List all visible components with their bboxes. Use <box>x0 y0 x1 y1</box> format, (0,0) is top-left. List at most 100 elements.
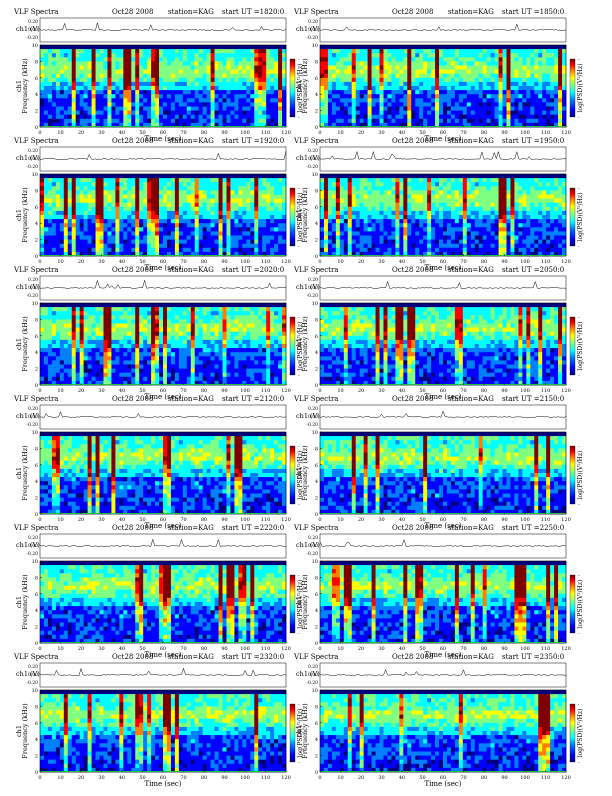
spectrogram-cell <box>451 90 455 94</box>
spectrogram-cell <box>199 45 203 49</box>
spectrogram-cell <box>159 57 163 61</box>
spectrogram-cell <box>163 102 167 106</box>
spectrogram-cell <box>187 57 191 61</box>
spectrogram-cell <box>344 98 348 102</box>
spectrogram-cell <box>234 66 238 70</box>
spectrogram-cell <box>483 70 487 74</box>
spectrogram-cell <box>262 78 266 82</box>
spectrogram-cell <box>96 78 100 82</box>
spectrogram-cell <box>503 78 507 82</box>
spectrogram-cell <box>123 86 127 90</box>
spectrogram-cell <box>282 78 286 82</box>
spectrogram-cell <box>171 94 175 98</box>
spectrogram-cell <box>550 90 554 94</box>
spectrogram-cell <box>266 107 270 111</box>
spectrogram-cell <box>60 45 64 49</box>
spectrogram-cell <box>44 94 48 98</box>
spectrogram-cell <box>320 61 324 65</box>
spectrogram-cell <box>179 86 183 90</box>
spectrogram-cell <box>372 70 376 74</box>
spectrogram-cell <box>258 86 262 90</box>
spectrogram-cell <box>391 98 395 102</box>
spectrogram-cell <box>203 66 207 70</box>
spectrogram-cell <box>76 90 80 94</box>
spectrogram-cell <box>179 53 183 57</box>
spectrogram-cell <box>246 66 250 70</box>
spectrogram-cell <box>211 86 215 90</box>
spectrogram-cell <box>191 90 195 94</box>
spectrogram-cell <box>270 102 274 106</box>
spectrogram-cell <box>443 70 447 74</box>
spectrogram-cell <box>76 94 80 98</box>
spectrogram-cell <box>399 86 403 90</box>
spectrogram-cell <box>151 90 155 94</box>
spectrogram-cell <box>76 74 80 78</box>
spectrogram-cell <box>352 53 356 57</box>
spectrogram-cell <box>230 119 234 123</box>
spectrogram-cell <box>48 111 52 115</box>
spectrogram-cell <box>203 70 207 74</box>
spectrogram-cell <box>234 57 238 61</box>
spectrogram-cell <box>320 82 324 86</box>
spectrogram-cell <box>123 119 127 123</box>
spectrogram-cell <box>258 98 262 102</box>
spectrogram-cell <box>387 57 391 61</box>
spectrogram-cell <box>427 86 431 90</box>
spectrogram-cell <box>258 66 262 70</box>
spectrogram-cell <box>187 94 191 98</box>
spectrogram-cell <box>467 94 471 98</box>
spectrogram-cell <box>103 49 107 53</box>
panel-title: VLF Spectra <box>13 8 58 16</box>
spectrogram-cell <box>376 86 380 90</box>
spectrogram-cell <box>167 61 171 65</box>
spectrogram-cell <box>459 78 463 82</box>
spectrogram-cell <box>403 78 407 82</box>
spectrogram-cell <box>230 45 234 49</box>
spectrogram-cell <box>546 45 550 49</box>
spectrogram-cell <box>242 66 246 70</box>
spectrogram-cell <box>495 49 499 53</box>
spectrogram-cell <box>391 61 395 65</box>
spectrogram-cell <box>215 115 219 119</box>
spectrogram-cell <box>399 74 403 78</box>
spectrogram-cell <box>254 115 258 119</box>
spectrogram-cell <box>534 74 538 78</box>
spectrogram-cell <box>518 82 522 86</box>
spectrogram-cell <box>207 82 211 86</box>
spectrogram-cell <box>479 61 483 65</box>
spectrogram-cell <box>72 78 76 82</box>
spectrogram-cell <box>203 98 207 102</box>
spectrogram-cell <box>68 78 72 82</box>
spectrogram-cell <box>495 70 499 74</box>
spectrogram-cell <box>171 111 175 115</box>
spectrogram-cell <box>550 82 554 86</box>
spectrogram-cell <box>262 49 266 53</box>
spectrogram-cell <box>60 119 64 123</box>
spectrogram-cell <box>542 94 546 98</box>
spectrogram-cell <box>207 119 211 123</box>
spectrogram-cell <box>155 115 159 119</box>
spectrogram-cell <box>475 74 479 78</box>
spectrogram-cell <box>211 61 215 65</box>
spectrogram-cell <box>542 61 546 65</box>
spectrogram-cell <box>88 78 92 82</box>
spectrogram-cell <box>510 98 514 102</box>
spectrogram-cell <box>238 70 242 74</box>
spectrogram-cell <box>230 107 234 111</box>
spectrogram-cell <box>215 111 219 115</box>
spectrogram-cell <box>427 70 431 74</box>
spectrogram-cell <box>88 57 92 61</box>
spectrogram-cell <box>558 74 562 78</box>
spectrogram-cell <box>135 102 139 106</box>
spectrogram-cell <box>506 53 510 57</box>
spectrogram-cell <box>336 66 340 70</box>
spectrogram-cell <box>262 86 266 90</box>
spectrogram-cell <box>167 70 171 74</box>
spectrogram-cell <box>195 53 199 57</box>
spectrogram-cell <box>40 66 44 70</box>
spectrogram-cell <box>96 49 100 53</box>
spectrogram-cell <box>52 66 56 70</box>
spectrogram-cell <box>147 78 151 82</box>
spectrogram-cell <box>340 66 344 70</box>
spectrogram-cell <box>135 111 139 115</box>
